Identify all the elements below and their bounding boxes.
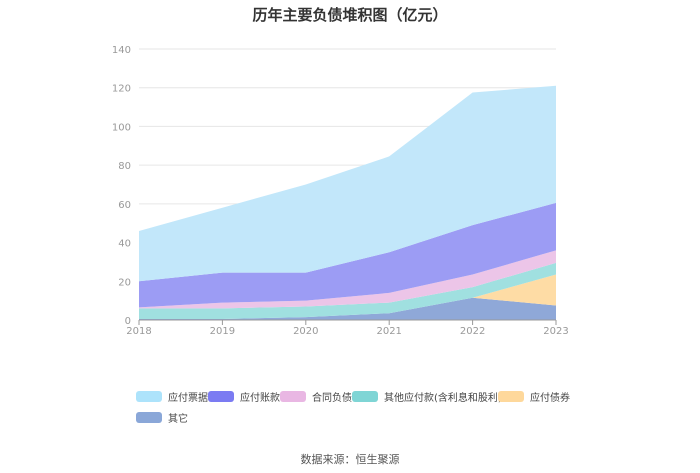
- x-tick-label: 2019: [210, 326, 235, 337]
- legend-label: 其他应付款(含利息和股利): [384, 392, 502, 404]
- chart-title: 历年主要负债堆积图（亿元）: [252, 6, 448, 24]
- data-source: 数据来源：恒生聚源: [300, 453, 400, 466]
- legend-item-accounts-payable[interactable]: 应付账款: [208, 389, 280, 404]
- y-tick-label: 80: [118, 161, 131, 172]
- legend-item-notes-payable[interactable]: 应付票据: [136, 389, 208, 404]
- legend-swatch: [136, 390, 162, 402]
- x-axis: 2018 2019 2020 2021 2022 2023: [126, 319, 569, 337]
- legend-label: 应付账款: [240, 392, 280, 404]
- y-tick-label: 0: [125, 316, 131, 327]
- legend-label: 应付债券: [530, 392, 570, 404]
- area-series-其它[interactable]: [139, 297, 556, 320]
- area-series-其他应付款(含利息和股利)[interactable]: [139, 262, 556, 320]
- legend-item-other-payables[interactable]: 其他应付款(含利息和股利): [352, 389, 502, 404]
- legend-label: 合同负债: [312, 392, 352, 404]
- legend-item-contract-liabilities[interactable]: 合同负债: [280, 389, 352, 404]
- legend-swatch: [280, 390, 306, 402]
- legend-swatch: [352, 390, 378, 402]
- legend-label: 其它: [168, 413, 188, 425]
- x-tick-label: 2021: [376, 326, 401, 337]
- legend-item-others[interactable]: 其它: [136, 410, 188, 425]
- y-tick-label: 40: [118, 239, 131, 250]
- x-tick-label: 2023: [543, 326, 568, 337]
- y-tick-label: 120: [112, 84, 131, 95]
- area-series-应付账款[interactable]: [139, 202, 556, 308]
- y-tick-label: 20: [118, 277, 131, 288]
- y-tick-label: 140: [112, 45, 131, 56]
- legend-swatch: [208, 390, 234, 402]
- area-series: [139, 85, 556, 320]
- area-series-应付票据[interactable]: [139, 85, 556, 282]
- x-tick-label: 2022: [460, 326, 485, 337]
- legend-item-bonds-payable[interactable]: 应付债券: [498, 389, 570, 404]
- legend-swatch: [136, 411, 162, 423]
- y-tick-label: 100: [112, 122, 131, 133]
- x-tick-label: 2020: [293, 326, 318, 337]
- legend-label: 应付票据: [168, 392, 208, 404]
- y-axis: 0 20 40 60 80 100 120 140: [112, 45, 131, 327]
- legend-swatch: [498, 390, 524, 402]
- y-tick-label: 60: [118, 200, 131, 211]
- x-tick-label: 2018: [126, 326, 151, 337]
